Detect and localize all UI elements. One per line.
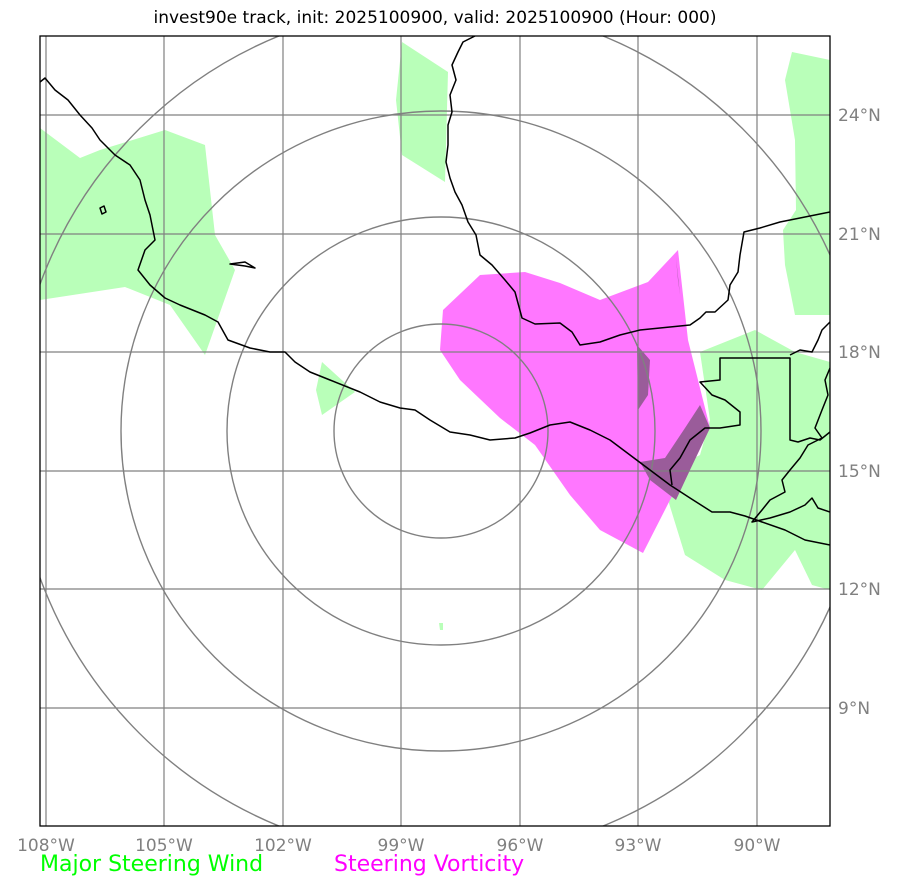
graticule xyxy=(40,36,830,826)
lon-tick-labels: 108°W 105°W 102°W 99°W 96°W 93°W 90°W xyxy=(17,836,781,856)
range-ring-3 xyxy=(120,110,762,752)
lon-tick-99w: 99°W xyxy=(378,836,425,856)
steering-wind-areas xyxy=(40,42,830,630)
lat-tick-12n: 12°N xyxy=(838,580,881,600)
lon-tick-105w: 105°W xyxy=(135,836,193,856)
lat-tick-24n: 24°N xyxy=(838,106,881,126)
wind-area-speck xyxy=(439,623,443,630)
lon-tick-90w: 90°W xyxy=(734,836,781,856)
lon-tick-108w: 108°W xyxy=(17,836,75,856)
steering-vorticity-areas xyxy=(440,250,710,553)
wind-area-small xyxy=(316,362,355,415)
vorticity-overlap-1 xyxy=(676,258,680,295)
lon-tick-102w: 102°W xyxy=(254,836,312,856)
lon-tick-96w: 96°W xyxy=(497,836,544,856)
map-title: invest90e track, init: 2025100900, valid… xyxy=(153,8,717,28)
island-marias xyxy=(229,261,256,269)
range-ring-1 xyxy=(333,323,549,539)
coastlines xyxy=(40,36,830,546)
lon-tick-93w: 93°W xyxy=(615,836,662,856)
coastline-pacific-mexico xyxy=(40,77,830,546)
lat-tick-labels: 9°N 12°N 15°N 18°N 21°N 24°N xyxy=(838,106,881,719)
map-frame xyxy=(39,35,831,827)
range-ring-2 xyxy=(226,216,656,646)
coastline-gulf-mexico xyxy=(445,36,830,346)
coastline-belize xyxy=(789,321,830,356)
lat-tick-9n: 9°N xyxy=(838,699,870,719)
range-rings xyxy=(40,36,830,826)
lat-tick-15n: 15°N xyxy=(838,462,881,482)
border-guatemala xyxy=(669,357,830,486)
legend-major-steering-wind: Major Steering Wind xyxy=(40,852,264,877)
vorticity-area xyxy=(440,250,710,553)
lat-tick-18n: 18°N xyxy=(838,343,881,363)
wind-area-gulf-east xyxy=(783,52,830,315)
wind-area-west xyxy=(40,128,235,355)
legend-steering-vorticity: Steering Vorticity xyxy=(334,852,525,877)
coastline-caribbean xyxy=(751,367,830,523)
vorticity-overlap-2 xyxy=(637,345,650,410)
lat-tick-21n: 21°N xyxy=(838,225,881,245)
island-baja-tip xyxy=(99,205,107,215)
